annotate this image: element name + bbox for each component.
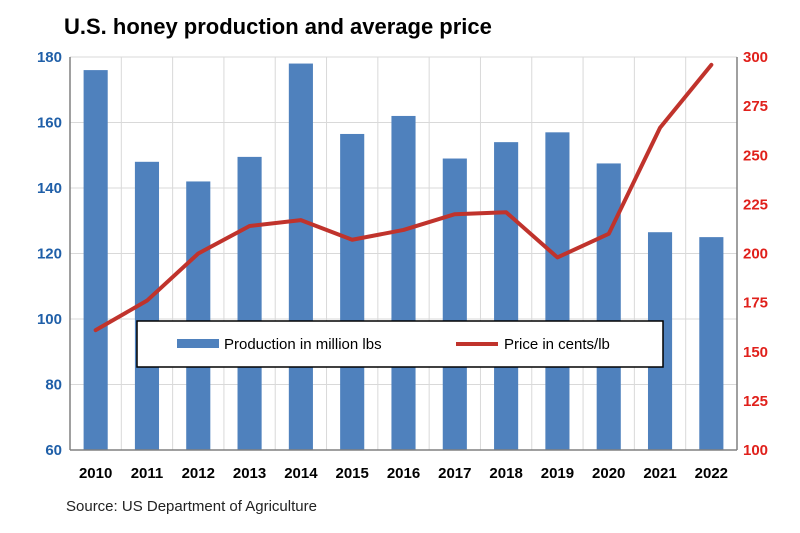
production-bar — [340, 133, 365, 450]
x-tick-label: 2016 — [387, 465, 420, 482]
legend: Production in million lbs Price in cents… — [136, 320, 664, 368]
right-tick-label: 175 — [743, 295, 768, 312]
right-tick-label: 275 — [743, 98, 768, 115]
left-tick-label: 160 — [37, 115, 62, 132]
right-tick-label: 300 — [743, 49, 768, 66]
axes: 60 80 100 120 140 160 180 100 125 150 175 200 225 250… — [37, 49, 768, 482]
x-tick-label: 2019 — [541, 465, 574, 482]
right-tick-label: 225 — [743, 196, 768, 213]
source-note: Source: US Department of Agriculture — [66, 498, 317, 515]
right-tick-label: 250 — [743, 147, 768, 164]
right-tick-label: 200 — [743, 246, 768, 263]
x-tick-label: 2022 — [695, 465, 728, 482]
production-bar — [83, 70, 108, 450]
legend-box — [136, 320, 664, 368]
production-bar — [186, 181, 211, 450]
price-line — [93, 62, 714, 333]
x-tick-label: 2017 — [438, 465, 471, 482]
production-bar — [391, 115, 416, 450]
price-line-layer — [93, 62, 714, 333]
production-bar — [596, 163, 621, 450]
x-tick-label: 2020 — [592, 465, 625, 482]
production-bars — [83, 63, 724, 451]
x-tick-label: 2018 — [489, 465, 522, 482]
x-tick-label: 2011 — [131, 465, 164, 482]
left-tick-label: 120 — [37, 246, 62, 263]
left-tick-label: 100 — [37, 311, 62, 328]
legend-label-production: Production in million lbs — [224, 336, 382, 353]
x-tick-label: 2021 — [643, 465, 676, 482]
left-tick-label: 140 — [37, 180, 62, 197]
x-tick-label: 2010 — [79, 465, 112, 482]
production-bar — [237, 156, 262, 450]
production-bar — [442, 158, 467, 450]
left-tick-label: 80 — [45, 377, 62, 394]
right-tick-label: 100 — [743, 442, 768, 459]
right-tick-label: 125 — [743, 393, 768, 410]
legend-label-price: Price in cents/lb — [504, 336, 610, 353]
x-tick-label: 2013 — [233, 465, 266, 482]
left-tick-label: 180 — [37, 49, 62, 66]
production-bar — [545, 132, 570, 450]
x-tick-label: 2014 — [284, 465, 318, 482]
x-tick-label: 2012 — [182, 465, 215, 482]
left-tick-label: 60 — [45, 442, 62, 459]
x-tick-label: 2015 — [336, 465, 369, 482]
production-bar — [494, 142, 519, 450]
legend-bar-swatch — [177, 339, 219, 348]
production-bar — [288, 63, 313, 451]
chart-title: U.S. honey production and average price — [64, 14, 492, 39]
production-bar — [699, 237, 724, 450]
right-tick-label: 150 — [743, 344, 768, 361]
